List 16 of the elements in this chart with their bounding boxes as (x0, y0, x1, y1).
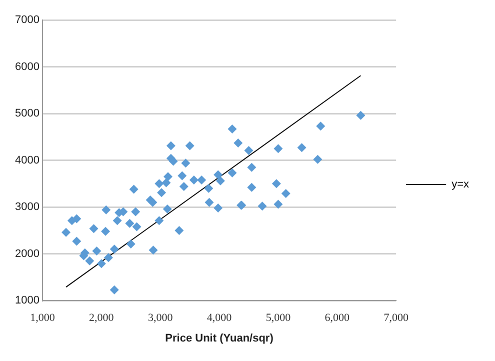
y-tick-label: 2000 (14, 248, 40, 260)
y-tick-label: 4000 (14, 154, 40, 166)
x-tick-label: 5,000 (266, 312, 292, 324)
y-tick-label: 1000 (14, 294, 40, 307)
x-tick-label: 3,000 (148, 312, 174, 324)
y-tick-label: 7000 (14, 14, 40, 26)
x-tick-label: 7,000 (384, 312, 409, 324)
x-axis-title: Price Unit (Yuan/sqr) (165, 332, 274, 344)
x-tick-label: 6,000 (324, 312, 350, 324)
y-tick-label: 5000 (14, 108, 40, 120)
legend-label: y=x (452, 178, 470, 191)
y-tick-label: 3000 (14, 201, 40, 214)
y-tick-label: 6000 (14, 60, 40, 73)
x-tick-label: 2,000 (89, 312, 114, 324)
x-tick-label: 1,000 (30, 312, 56, 324)
x-tick-label: 4,000 (206, 312, 232, 324)
